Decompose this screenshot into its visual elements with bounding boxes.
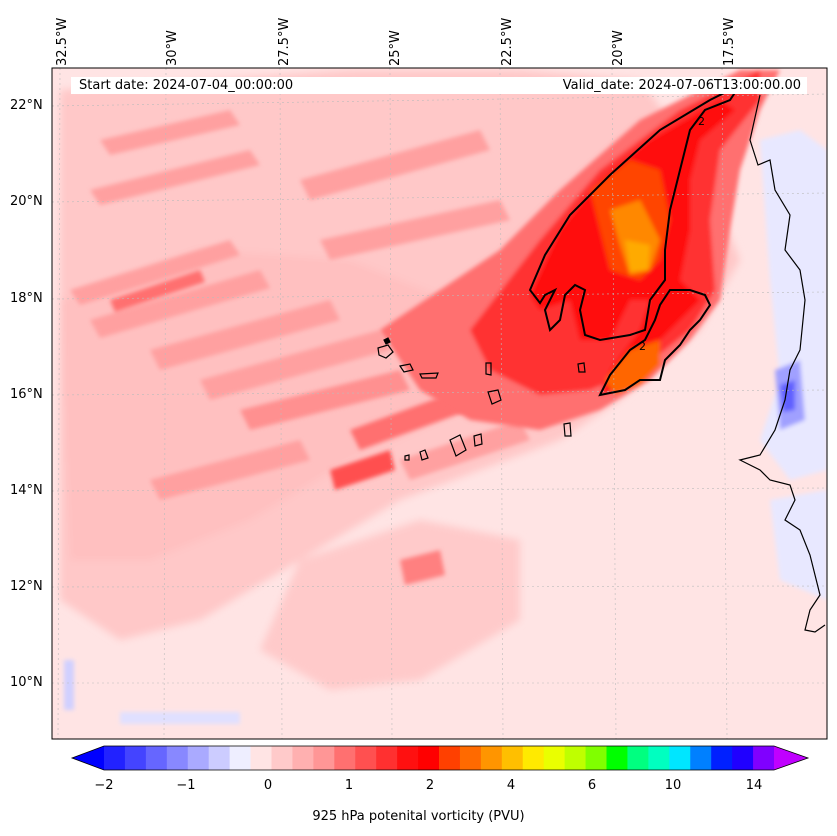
colorbar-bin [397, 746, 419, 770]
colorbar [70, 745, 810, 771]
lat-label: 10°N [10, 675, 43, 690]
colorbar-bin [355, 746, 377, 770]
cape-verde-islands [377, 337, 586, 461]
colorbar-bin [292, 746, 314, 770]
colorbar-tick: −2 [94, 778, 114, 793]
colorbar-bin [229, 746, 252, 770]
lon-label: 22.5°W [500, 17, 515, 66]
colorbar-tick: −1 [176, 778, 196, 793]
colorbar-extend-max [774, 746, 808, 770]
colorbar-bin [606, 746, 628, 770]
colorbar-tick: 6 [587, 778, 597, 793]
colorbar-bin [459, 746, 482, 770]
colorbar-tick: 1 [344, 778, 354, 793]
lon-label: 17.5°W [722, 17, 737, 66]
colorbar-bin [250, 746, 272, 770]
lat-label: 22°N [10, 98, 43, 113]
colorbar-bin [166, 746, 189, 770]
map-frame [51, 67, 828, 740]
lon-label: 30°W [165, 30, 180, 66]
lon-label: 25°W [388, 30, 403, 66]
colorbar-title: 925 hPa potenital vorticity (PVU) [312, 809, 525, 824]
colorbar-bin [501, 746, 524, 770]
lon-label: 27.5°W [277, 17, 292, 66]
colorbar-bin [690, 746, 712, 770]
colorbar-tick: 0 [263, 778, 273, 793]
africa-coastline [738, 94, 826, 633]
colorbar-tick: 10 [664, 778, 682, 793]
lon-label: 20°W [611, 30, 626, 66]
colorbar-tick: 2 [425, 778, 435, 793]
colorbar-tick: 4 [506, 778, 516, 793]
pv-field: 2 2 [52, 68, 827, 739]
pv-2-contour [528, 82, 743, 397]
colorbar-bin [187, 746, 210, 770]
colorbar-outline [70, 745, 810, 771]
negative-pv [64, 130, 827, 724]
lat-label: 20°N [10, 194, 43, 209]
colorbar-extend-min [72, 746, 104, 770]
colorbar-bin [669, 746, 691, 770]
colorbar-bin [313, 746, 335, 770]
contour-label-2: 2 [639, 340, 646, 353]
colorbar-bin [627, 746, 649, 770]
lat-label: 18°N [10, 291, 43, 306]
valid-date: Valid_date: 2024-07-06T13:00:00.00 [562, 78, 801, 93]
colorbar-bin [543, 746, 566, 770]
colorbar-bin [732, 746, 754, 770]
colorbar-bin [439, 746, 461, 770]
pink-streaks [70, 110, 530, 585]
lon-label: 32.5°W [55, 17, 70, 66]
colorbar-bin [271, 746, 293, 770]
lat-label: 12°N [10, 579, 43, 594]
contour-label: 2 [698, 115, 705, 128]
colorbar-bin [564, 746, 587, 770]
colorbar-bin [104, 746, 126, 770]
start-date: Start date: 2024-07-04_00:00:00 [79, 78, 294, 93]
colorbar-bin [208, 746, 231, 770]
colorbar-bin [145, 746, 168, 770]
colorbar-tick: 14 [745, 778, 763, 793]
colorbar-bin [522, 746, 545, 770]
colorbar-bin [124, 746, 147, 770]
colorbar-bin [711, 746, 733, 770]
colorbar-bin [585, 746, 607, 770]
lat-label: 14°N [10, 483, 43, 498]
colorbar-bin [418, 746, 440, 770]
colorbar-bin [480, 746, 503, 770]
colorbar-bin [334, 746, 356, 770]
date-info-bar: Start date: 2024-07-04_00:00:00 Valid_da… [71, 77, 807, 94]
colorbar-bin [753, 746, 775, 770]
lat-label: 16°N [10, 387, 43, 402]
colorbar-bin [376, 746, 398, 770]
colorbar-bin [648, 746, 670, 770]
